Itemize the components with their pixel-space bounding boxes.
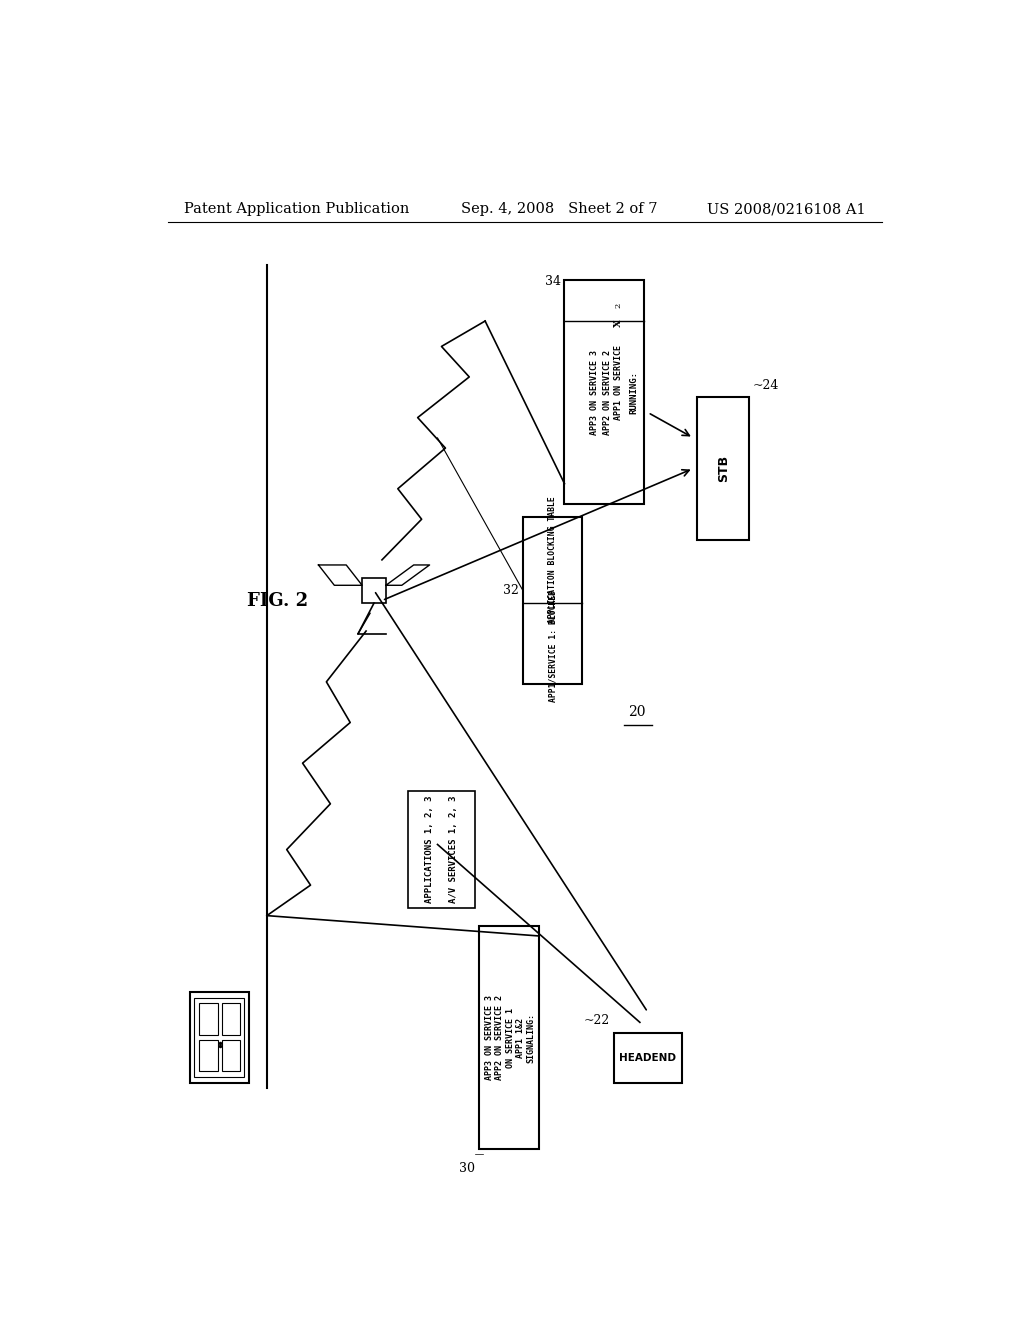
Bar — [614, 1032, 682, 1084]
Text: ON SERVICE 1: ON SERVICE 1 — [506, 1007, 515, 1068]
Bar — [221, 1040, 241, 1071]
Text: APP1 ON SERVICE: APP1 ON SERVICE — [614, 345, 623, 420]
Text: Sep. 4, 2008   Sheet 2 of 7: Sep. 4, 2008 Sheet 2 of 7 — [461, 202, 657, 216]
Bar — [479, 925, 539, 1150]
Text: 32: 32 — [503, 583, 519, 597]
Text: APP3 ON SERVICE 3: APP3 ON SERVICE 3 — [590, 350, 599, 434]
Bar — [195, 998, 245, 1077]
Text: APP2 ON SERVICE 2: APP2 ON SERVICE 2 — [496, 995, 504, 1080]
Text: STB: STB — [717, 455, 730, 482]
Text: APPLICATIONS 1, 2, 3: APPLICATIONS 1, 2, 3 — [425, 796, 434, 903]
Bar — [362, 578, 386, 603]
Text: HEADEND: HEADEND — [620, 1053, 676, 1063]
Bar — [697, 397, 749, 540]
Text: 30: 30 — [459, 1162, 475, 1175]
Text: US 2008/0216108 A1: US 2008/0216108 A1 — [708, 202, 866, 216]
Text: ~22: ~22 — [584, 1015, 610, 1027]
Bar — [199, 1003, 218, 1035]
Text: ~24: ~24 — [753, 379, 779, 392]
Text: APPLICATION BLOCKING TABLE: APPLICATION BLOCKING TABLE — [548, 496, 557, 623]
Text: APP2 ON SERVICE 2: APP2 ON SERVICE 2 — [603, 350, 611, 434]
Bar — [523, 516, 583, 684]
Text: A/V SERVICES 1, 2, 3: A/V SERVICES 1, 2, 3 — [449, 796, 458, 903]
Bar — [221, 1003, 241, 1035]
Text: APP1/SERVICE 1: BLOCKED: APP1/SERVICE 1: BLOCKED — [548, 590, 557, 702]
Text: Patent Application Publication: Patent Application Publication — [183, 202, 409, 216]
Text: APP3 ON SERVICE 3: APP3 ON SERVICE 3 — [485, 995, 494, 1080]
Text: FIG. 2: FIG. 2 — [247, 591, 308, 610]
Text: SIGNALING:: SIGNALING: — [526, 1012, 536, 1063]
Text: 20: 20 — [628, 705, 645, 719]
Text: 2: 2 — [614, 304, 623, 309]
Text: APP1 1&2: APP1 1&2 — [516, 1018, 525, 1057]
Text: 34: 34 — [545, 276, 560, 288]
Bar — [408, 791, 475, 908]
Text: RUNNING:: RUNNING: — [629, 371, 638, 413]
Bar — [564, 280, 644, 504]
Bar — [199, 1040, 218, 1071]
Text: X: X — [614, 319, 623, 327]
Bar — [189, 991, 249, 1084]
